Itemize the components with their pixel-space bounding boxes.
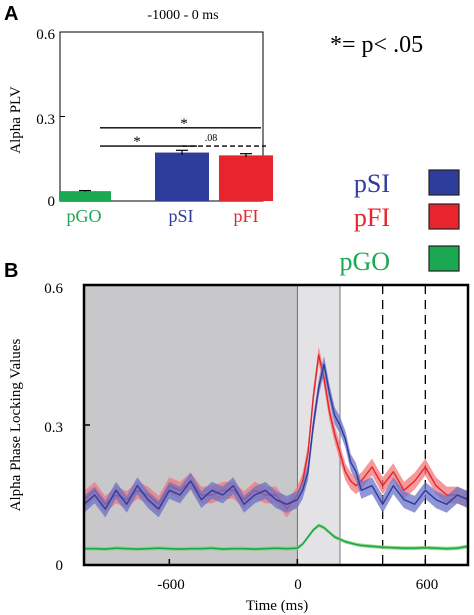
panel-b-xtick-label: -600 <box>157 577 185 593</box>
panel-a-category-label: pSI <box>168 206 193 226</box>
legend-swatch-pgo <box>428 245 460 272</box>
panel-a-ytick-label: 0.6 <box>36 27 55 43</box>
legend-label: pSI <box>354 169 390 198</box>
panel-label-a: A <box>4 3 18 25</box>
sig-annotation-label: * <box>180 116 188 132</box>
panel-a-bar-chart: -1000 - 0 ms Alpha PLV 0.6 0.3 0 pGO pSI… <box>8 8 273 226</box>
panel-a-shapes <box>59 31 273 202</box>
sig-annotation-label: * <box>133 134 141 150</box>
panel-b-xlabel: Time (ms) <box>246 598 308 614</box>
legend-label: pGO <box>339 247 390 276</box>
panel-a-ytick-label: 0 <box>48 194 56 210</box>
panel-b-ytick-label: 0.6 <box>44 281 63 297</box>
bar-pfi <box>219 155 273 201</box>
legend-swatch-pfi <box>428 203 460 230</box>
panel-a-ylabel: Alpha PLV <box>8 86 24 154</box>
panel-b-xtick-label: 0 <box>294 577 302 593</box>
panel-b-line-chart: Alpha Phase Locking Values 0.6 0.3 0 -60… <box>8 281 470 614</box>
panel-b-ytick-label: 0 <box>56 558 64 574</box>
bar-psi <box>155 152 209 201</box>
series-band-pfi <box>84 346 468 518</box>
legend: pSI pFI pGO <box>339 169 460 276</box>
panel-a-category-label: pGO <box>67 206 102 226</box>
sig-annotation-label: .08 <box>205 133 218 144</box>
legend-label: pFI <box>354 203 390 232</box>
legend-swatch-psi <box>428 169 460 196</box>
panel-a-title: -1000 - 0 ms <box>147 8 218 23</box>
panel-b-xtick-label: 600 <box>416 577 439 593</box>
panel-a-ytick-label: 0.3 <box>36 112 55 128</box>
series-band-psi <box>84 355 468 518</box>
series-line-pgo <box>84 524 469 550</box>
panel-b-ylabel: Alpha Phase Locking Values <box>8 339 24 512</box>
panel-b-ytick-label: 0.3 <box>44 420 63 436</box>
bar-pgo <box>59 191 111 201</box>
panel-a-category-label: pFI <box>233 206 258 226</box>
significance-note: *= p< .05 <box>330 32 423 58</box>
series-line-psi <box>83 363 469 510</box>
panel-label-b: B <box>4 260 18 282</box>
shaded-region <box>84 285 298 565</box>
panel-b-shapes <box>82 283 470 567</box>
